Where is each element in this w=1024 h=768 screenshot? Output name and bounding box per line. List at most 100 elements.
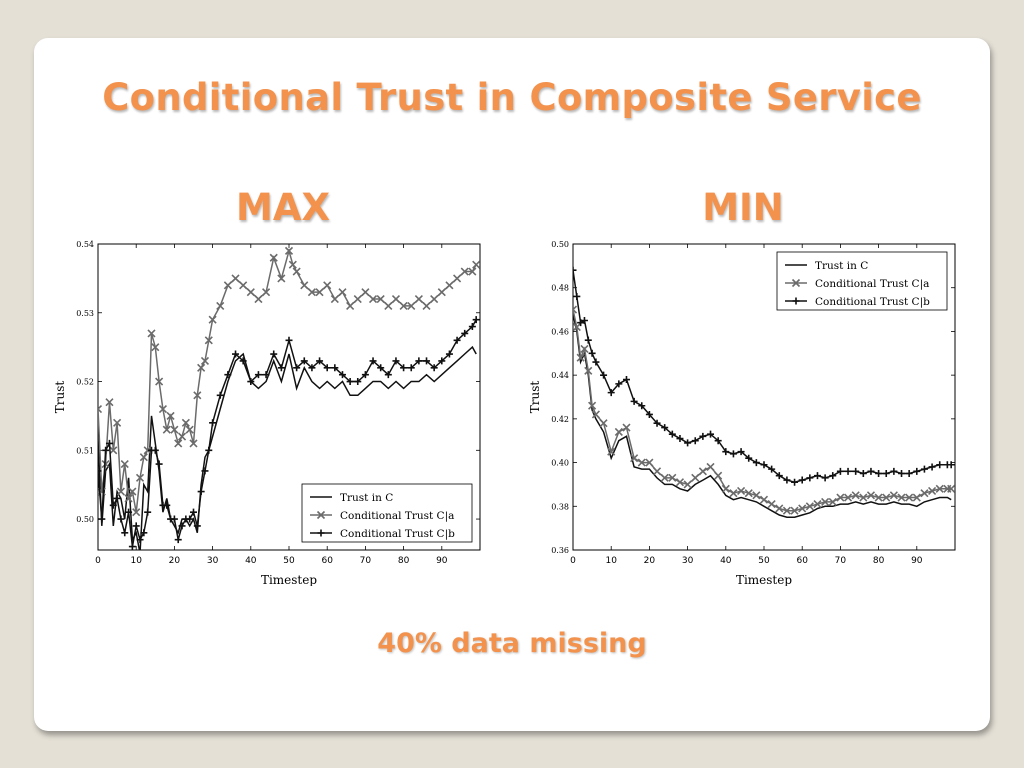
data-point: [775, 472, 783, 480]
data-point: [584, 336, 592, 344]
data-point: [232, 350, 240, 358]
data-point: [875, 470, 883, 477]
data-point: [136, 536, 144, 544]
data-point: [205, 446, 213, 454]
data-point: [576, 353, 585, 362]
data-point: [323, 364, 331, 372]
data-point: [573, 292, 581, 300]
data-point: [468, 267, 477, 276]
data-point: [132, 522, 140, 530]
data-point: [208, 315, 217, 324]
data-point: [744, 489, 753, 498]
data-point: [599, 419, 608, 428]
data-point: [323, 281, 332, 290]
data-point: [920, 489, 929, 498]
data-point: [683, 480, 692, 489]
data-point: [737, 486, 746, 496]
data-point: [193, 391, 202, 400]
data-point: [346, 301, 355, 310]
legend-marker: [791, 278, 801, 288]
x-tick-label: 90: [436, 556, 448, 566]
data-point: [691, 473, 700, 482]
data-point: [745, 454, 753, 462]
data-point: [714, 471, 723, 480]
data-point: [637, 458, 646, 467]
data-point: [928, 486, 937, 496]
data-point: [783, 476, 791, 484]
data-point: [782, 506, 791, 515]
data-point: [722, 448, 730, 456]
data-point: [239, 357, 247, 365]
data-point: [174, 439, 183, 448]
x-tick-label: 0: [95, 556, 101, 566]
data-point: [423, 357, 431, 365]
data-point: [307, 288, 316, 297]
data-point: [859, 493, 868, 502]
data-point: [162, 425, 171, 434]
data-point: [898, 470, 906, 477]
data-point: [691, 437, 699, 445]
data-point: [438, 357, 446, 365]
data-point: [897, 493, 906, 502]
x-tick-label: 20: [169, 556, 181, 566]
data-point: [573, 322, 581, 332]
data-point: [813, 500, 822, 509]
min-panel-label: MIN: [702, 186, 784, 229]
data-point: [913, 467, 921, 475]
data-point: [121, 529, 129, 537]
legend-marker: [317, 529, 325, 537]
series-line: [98, 345, 477, 550]
data-point: [330, 294, 339, 304]
data-point: [201, 467, 209, 475]
data-point: [905, 470, 913, 477]
data-point: [353, 294, 362, 304]
data-point: [316, 357, 324, 365]
data-point: [767, 500, 776, 509]
x-tick-label: 40: [720, 556, 732, 566]
data-point: [828, 497, 837, 506]
data-point: [338, 288, 347, 297]
data-point: [262, 288, 271, 297]
y-tick-label: 0.40: [551, 459, 569, 468]
data-point: [675, 478, 685, 487]
y-tick-label: 0.52: [76, 378, 94, 387]
data-point: [882, 470, 890, 477]
legend-marker: [792, 297, 800, 305]
data-point: [821, 497, 830, 506]
data-point: [392, 357, 400, 365]
data-point: [630, 397, 638, 405]
data-point: [836, 493, 845, 502]
y-axis-label: Trust: [528, 381, 542, 414]
data-point: [105, 398, 114, 407]
data-point: [315, 288, 324, 297]
data-point: [890, 467, 898, 475]
y-tick-label: 0.54: [76, 240, 94, 249]
data-point: [414, 294, 423, 304]
data-point: [852, 467, 860, 475]
data-point: [98, 404, 103, 414]
legend-label: Conditional Trust C|b: [815, 296, 930, 309]
data-point: [181, 418, 190, 427]
data-point: [216, 301, 225, 310]
data-point: [706, 462, 715, 472]
x-tick-label: 20: [644, 556, 656, 566]
data-point: [573, 305, 578, 314]
x-tick-label: 10: [605, 556, 617, 566]
x-tick-label: 50: [758, 556, 770, 566]
data-point: [752, 459, 760, 467]
data-point: [584, 366, 593, 375]
data-point: [269, 253, 278, 262]
data-point: [453, 274, 462, 283]
data-point: [139, 453, 148, 462]
data-point: [866, 491, 876, 500]
x-axis-label: Timestep: [736, 573, 792, 586]
data-point: [806, 474, 814, 482]
data-point: [668, 430, 676, 438]
data-point: [882, 493, 891, 502]
data-point: [615, 380, 623, 388]
data-point: [209, 419, 217, 427]
y-tick-label: 0.53: [76, 309, 94, 318]
data-point: [874, 493, 883, 502]
data-point: [591, 410, 600, 419]
data-point: [292, 267, 301, 276]
